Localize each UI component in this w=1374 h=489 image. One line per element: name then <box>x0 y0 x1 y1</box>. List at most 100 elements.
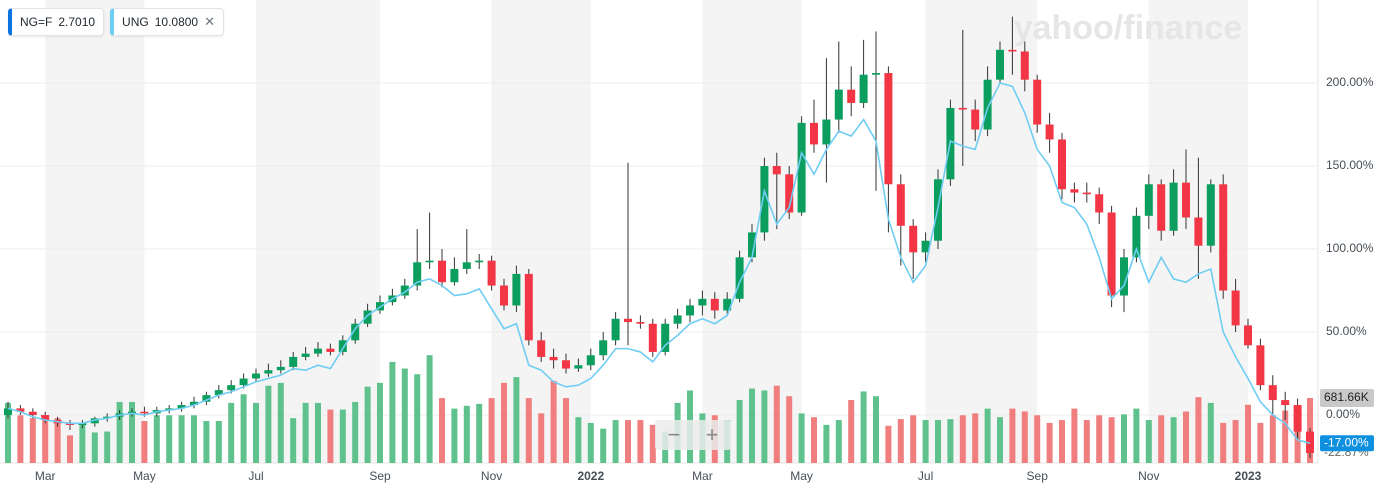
volume-bar <box>1170 417 1177 463</box>
candle-body <box>214 390 223 396</box>
volume-bar <box>104 431 111 463</box>
candle-body <box>1231 290 1240 326</box>
volume-bar <box>426 355 433 463</box>
candle-body <box>165 408 174 411</box>
volume-bar <box>389 361 396 463</box>
candle-body <box>698 298 707 306</box>
x-tick-label: May <box>133 469 156 483</box>
volume-bar <box>1294 420 1301 463</box>
legend-price: 2.7010 <box>58 15 96 29</box>
remove-button[interactable]: ✕ <box>204 14 216 29</box>
candle-body <box>636 322 645 324</box>
volume-bar <box>327 409 334 463</box>
candle-body <box>673 315 682 324</box>
candle-body <box>648 323 657 352</box>
volume-bar <box>166 415 173 463</box>
candle-body <box>78 423 87 425</box>
legend-item[interactable]: NG=F 2.7010 <box>8 8 105 36</box>
volume-bar <box>414 374 421 463</box>
volume-bar <box>1183 411 1189 463</box>
candle-body <box>760 166 769 233</box>
volume-bar <box>79 424 86 463</box>
candle-body <box>686 305 694 316</box>
candle-body <box>1070 189 1079 193</box>
candle-body <box>177 405 186 409</box>
volume-bar <box>749 388 755 463</box>
y-tick-label: 150.00% <box>1326 158 1374 172</box>
volume-bar <box>600 428 607 463</box>
volume-bar <box>972 413 979 463</box>
volume-bar <box>773 385 780 463</box>
volume-bar <box>786 396 793 463</box>
candle-body <box>1281 400 1290 406</box>
candle-body <box>1157 184 1166 231</box>
volume-bar <box>513 377 520 463</box>
candle-body <box>1219 184 1228 291</box>
candle-body <box>66 423 74 425</box>
candle-body <box>487 260 496 286</box>
volume-bar <box>1195 397 1202 463</box>
candle-body <box>1169 182 1178 231</box>
x-tick-label: Nov <box>1138 469 1159 483</box>
candle-body <box>338 340 347 352</box>
watermark: yahoo/finance <box>1014 9 1243 47</box>
volume-bar <box>525 398 532 463</box>
zoom-in[interactable]: + <box>705 422 719 447</box>
candle-body <box>128 411 136 414</box>
x-tick-label: 2022 <box>577 469 604 483</box>
candle-body <box>1306 431 1314 453</box>
volume-bar <box>315 402 321 463</box>
candle-body <box>958 107 967 110</box>
legend-item[interactable]: UNG 10.0800 ✕ <box>110 8 225 36</box>
volume-bar <box>352 401 359 463</box>
volume-bar <box>1009 408 1016 463</box>
volume-bar <box>129 401 135 463</box>
volume-bar <box>587 422 594 463</box>
volume-bar <box>922 420 929 463</box>
zoom-out[interactable]: − <box>667 422 681 447</box>
volume-bar <box>54 418 61 463</box>
candle-body <box>314 348 322 354</box>
candle-body <box>1268 385 1277 401</box>
volume-bar <box>401 368 408 463</box>
candle-body <box>1194 217 1203 246</box>
volume-bar <box>1021 411 1028 463</box>
candle-body <box>1182 182 1190 218</box>
x-tick-label: Sep <box>369 469 391 483</box>
volume-bar <box>463 405 470 463</box>
volume-bar <box>637 420 644 463</box>
volume-bar <box>1071 408 1078 463</box>
volume-bar <box>302 402 309 463</box>
volume-bar <box>240 394 247 463</box>
candle-body <box>772 166 781 175</box>
x-tick-label: Jul <box>918 469 933 483</box>
candle-body <box>1206 184 1215 246</box>
volume-bar <box>1220 422 1227 463</box>
candle-body <box>1244 325 1252 346</box>
month-band <box>256 0 380 463</box>
volume-bar <box>339 409 346 463</box>
candle-body <box>562 360 570 369</box>
candle-body <box>909 225 918 253</box>
volume-bar <box>1269 415 1276 463</box>
volume-bar <box>203 421 210 463</box>
candle-body <box>735 257 744 299</box>
candle-body <box>921 240 930 253</box>
volume-bar <box>228 402 235 463</box>
legend-symbol: NG=F <box>20 15 53 29</box>
candle-body <box>1058 139 1066 190</box>
candle-body <box>475 260 484 263</box>
candle-body <box>983 79 992 130</box>
volume-bar <box>1145 420 1152 463</box>
volume-bar <box>736 400 743 463</box>
volume-bar <box>538 413 545 463</box>
candle-body <box>896 184 905 226</box>
volume-bar <box>1083 420 1090 463</box>
volume-bar <box>811 417 817 463</box>
candle-body <box>289 356 298 367</box>
candle-body <box>537 340 546 357</box>
volume-bar <box>575 417 582 463</box>
volume-bar <box>1121 414 1127 463</box>
volume-bar <box>488 398 495 463</box>
volume-bar <box>1046 422 1053 463</box>
